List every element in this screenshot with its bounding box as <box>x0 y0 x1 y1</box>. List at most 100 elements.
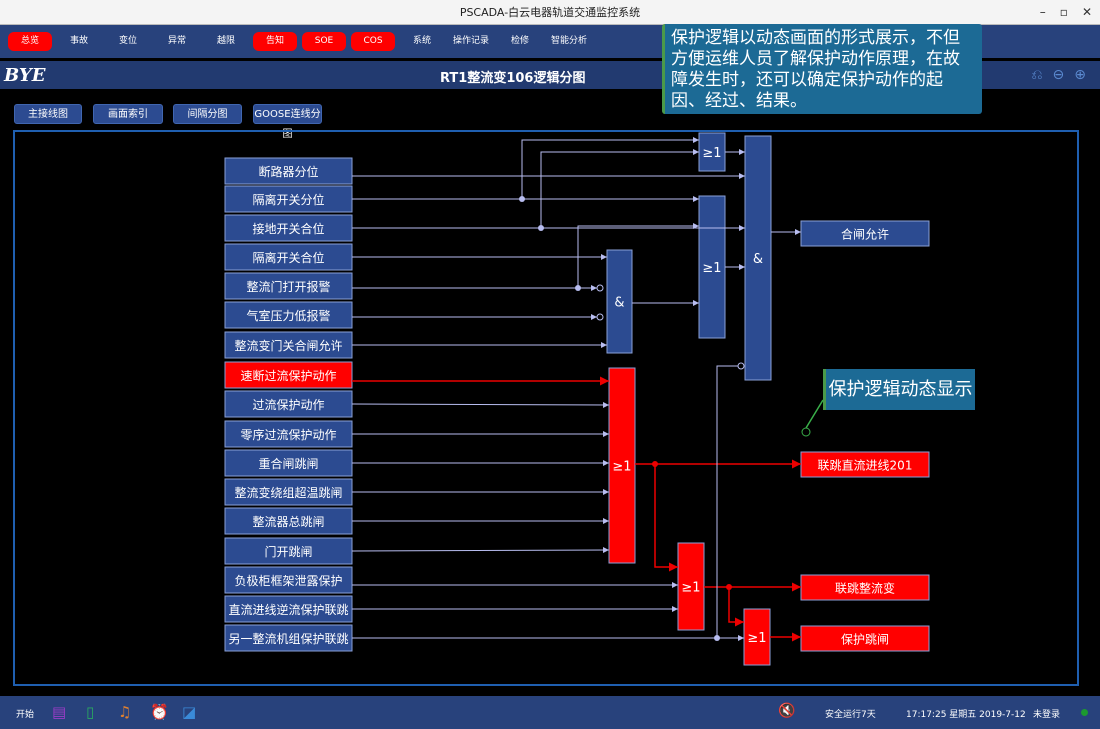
input-14-label: 负极柜框架泄露保护 <box>234 574 342 588</box>
close-button[interactable]: ✕ <box>1081 5 1092 19</box>
diagram-frame <box>13 130 1079 686</box>
nav-2[interactable]: 变位 <box>118 36 137 46</box>
callout-label: 保护逻辑动态显示 <box>823 369 975 410</box>
input-11-label: 整流变绕组超温跳闸 <box>234 485 342 500</box>
connector <box>351 401 610 408</box>
document-icon[interactable]: ▯ <box>86 703 95 721</box>
input-10 <box>224 449 353 477</box>
input-12 <box>224 507 353 535</box>
output-1-label: 联跳直流进线201 <box>818 459 913 473</box>
input-3 <box>224 243 353 271</box>
start-button[interactable]: 开始 <box>16 710 35 720</box>
input-2-label: 接地开关合位 <box>252 221 324 236</box>
input-10-label: 重合闸跳闸 <box>258 456 318 471</box>
device-icon[interactable]: ▤ <box>52 703 67 721</box>
gate-1 <box>698 195 726 339</box>
window-title: PSCADA-白云电器轨道交通监控系统 <box>459 6 641 19</box>
input-1-label: 隔离开关分位 <box>252 192 324 207</box>
input-13-label: 门开跳闸 <box>264 544 312 559</box>
output-1 <box>800 451 930 478</box>
nav-8[interactable]: 系统 <box>412 36 431 46</box>
minimize-button[interactable]: – <box>1039 5 1046 19</box>
mute-icon[interactable]: 🔇 <box>778 703 796 719</box>
nav-6[interactable]: SOE <box>302 32 346 51</box>
input-6-label: 整流变门关合闸允许 <box>234 338 342 353</box>
input-7 <box>224 361 353 389</box>
input-9-label: 零序过流保护动作 <box>240 427 336 442</box>
connector <box>716 365 738 638</box>
gate-1-label: ≥1 <box>702 261 721 276</box>
input-4 <box>224 272 353 300</box>
maximize-button[interactable]: ▫ <box>1059 5 1068 19</box>
taskbar: 开始 ▤ ▯ ♫ ⏰ ◪ 🔇 安全运行7天 17:17:25 星期五 2019-… <box>0 696 1100 729</box>
bell-icon[interactable]: ♫ <box>118 703 132 721</box>
gate-5 <box>677 542 705 631</box>
negation-circle <box>596 284 604 292</box>
input-5 <box>224 301 353 329</box>
nav-3[interactable]: 异常 <box>167 36 186 46</box>
input-4-label: 整流门打开报警 <box>246 279 330 294</box>
connector <box>351 547 610 554</box>
annotation-note: 保护逻辑以动态画面的形式展示，不但方便运维人员了解保护动作原理，在故障发生时，还… <box>662 24 982 114</box>
page-title: RT1整流变106逻辑分图 <box>440 71 586 86</box>
gate-4 <box>608 367 636 564</box>
gate-3-label: & <box>614 296 624 311</box>
nav-4[interactable]: 越限 <box>216 36 235 46</box>
gate-2-label: & <box>753 252 763 267</box>
output-2 <box>800 574 930 601</box>
main-wiring-button[interactable]: 主接线图 <box>14 104 82 124</box>
gate-2 <box>744 135 772 381</box>
nav-5[interactable]: 告知 <box>253 32 297 51</box>
connector <box>540 149 699 228</box>
connector <box>521 137 699 199</box>
connector <box>577 223 699 288</box>
gate-6 <box>743 608 771 666</box>
nav-10[interactable]: 检修 <box>510 36 529 46</box>
back-icon[interactable]: ⎌ <box>1031 67 1043 83</box>
input-12-label: 整流器总跳闸 <box>252 514 324 529</box>
zoom-in-icon[interactable]: ⊕ <box>1074 67 1086 83</box>
screen-index-button[interactable]: 画面索引 <box>93 104 163 124</box>
input-9 <box>224 420 353 448</box>
input-0-label: 断路器分位 <box>258 164 318 179</box>
nav-0[interactable]: 总览 <box>8 32 52 51</box>
input-16-label: 另一整流机组保护联跳 <box>228 631 348 646</box>
nav-7[interactable]: COS <box>351 32 395 51</box>
zoom-out-icon[interactable]: ⊖ <box>1052 67 1065 83</box>
input-15-label: 直流进线逆流保护联跳 <box>228 602 348 617</box>
input-14 <box>224 566 353 594</box>
input-8-label: 过流保护动作 <box>252 398 324 412</box>
user-status[interactable]: 未登录 <box>1033 710 1061 720</box>
output-0 <box>800 220 930 247</box>
gate-6-label: ≥1 <box>747 631 766 646</box>
input-1 <box>224 185 353 213</box>
input-5-label: 气室压力低报警 <box>246 308 330 323</box>
callout-anchor <box>801 427 811 437</box>
logo: BYE <box>4 65 46 86</box>
input-3-label: 隔离开关合位 <box>252 250 324 265</box>
clock: 17:17:25 星期五 2019-7-12 <box>906 710 1026 720</box>
input-0 <box>224 157 353 185</box>
goose-diagram-button[interactable]: GOOSE连线分图 <box>253 104 322 140</box>
connector <box>654 464 678 572</box>
negation-circle <box>596 313 604 321</box>
alarm-clock-icon[interactable]: ⏰ <box>150 703 169 721</box>
nav-11[interactable]: 智能分析 <box>550 36 587 46</box>
negation-circle <box>737 362 745 370</box>
gate-5-label: ≥1 <box>681 581 700 596</box>
input-15 <box>224 595 353 623</box>
output-0-label: 合闸允许 <box>841 227 889 242</box>
gate-0-label: ≥1 <box>702 146 721 161</box>
bay-diagram-button[interactable]: 间隔分图 <box>173 104 242 124</box>
gate-4-label: ≥1 <box>612 460 631 475</box>
chart-icon[interactable]: ◪ <box>182 703 197 721</box>
nav-1[interactable]: 事故 <box>69 36 88 46</box>
online-indicator <box>1081 709 1088 716</box>
input-11 <box>224 478 353 506</box>
callout-pointer <box>805 399 824 429</box>
safety-status: 安全运行7天 <box>825 710 876 720</box>
input-7-label: 速断过流保护动作 <box>240 368 336 383</box>
input-16 <box>224 624 353 652</box>
nav-9[interactable]: 操作记录 <box>452 36 489 46</box>
output-3-label: 保护跳闸 <box>841 633 889 647</box>
